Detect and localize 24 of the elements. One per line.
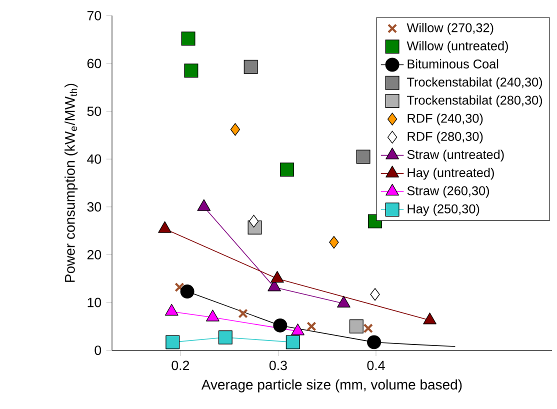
legend-label: RDF (280,30) [408, 132, 483, 144]
legend-label: Hay (untreated) [408, 168, 494, 180]
legend-label: Trockenstabilat (240,30) [407, 77, 542, 90]
y-tick-label: 40 [87, 154, 102, 164]
y-tick-label: 30 [87, 202, 102, 212]
legend-label: RDF (240,30) [408, 113, 483, 126]
y-tick-label: 10 [88, 298, 102, 308]
legend-label: Straw (260,30) [407, 186, 490, 198]
legend-label: Hay (250,30) [408, 204, 480, 216]
legend-label: Bituminous Coal [408, 59, 498, 68]
x-tick-label: 0.3 [269, 360, 287, 370]
y-tick-label: 0 [94, 346, 102, 356]
y-tick-label: 50 [87, 106, 102, 116]
y-tick-label: 20 [87, 250, 102, 260]
x-tick-label: 0.2 [172, 360, 190, 370]
legend-label: Trockenstabilat (280,30) [407, 95, 542, 108]
x-tick-label: 0.4 [367, 360, 385, 370]
legend-label: Straw (untreated) [407, 150, 504, 162]
y-tick-label: 60 [87, 58, 102, 68]
y-tick-label: 70 [87, 10, 102, 20]
x-axis-title: Average particle size (mm, volume based) [201, 379, 462, 392]
legend-label: Willow (270,32) [406, 22, 494, 35]
legend-label: Willow (untreated) [406, 41, 508, 53]
y-axis-title: Power consumption (kW$_{e}$/MW$_{th}$) [64, 84, 78, 282]
